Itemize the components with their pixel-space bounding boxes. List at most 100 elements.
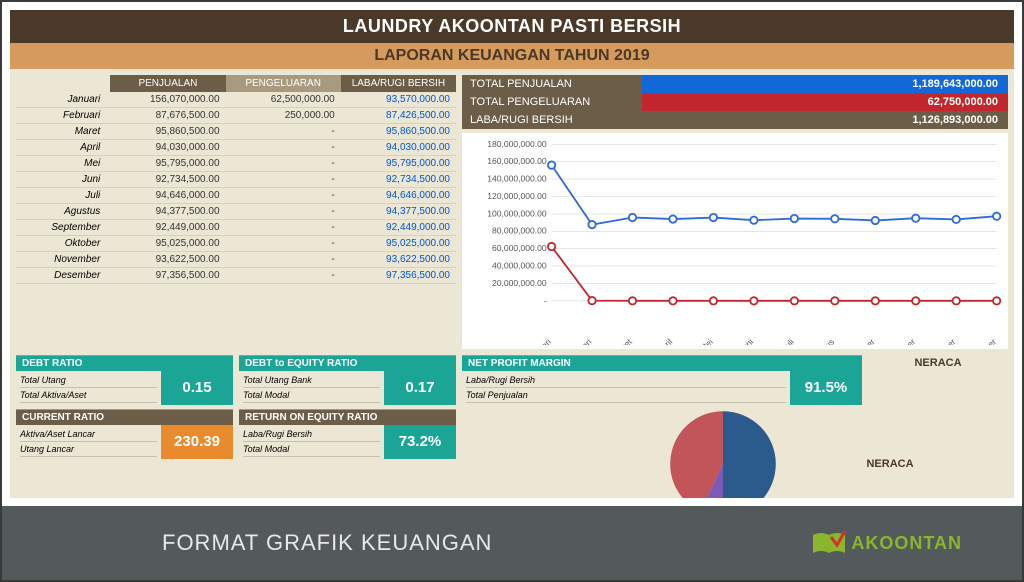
- table-row: Desember 97,356,500.00 - 97,356,500.00: [16, 268, 456, 284]
- ratio-label: Total Utang: [20, 373, 157, 388]
- svg-text:-: -: [544, 295, 547, 305]
- profit-cell: 95,025,000.00: [341, 236, 456, 252]
- svg-text:20,000,000.00: 20,000,000.00: [492, 278, 547, 288]
- table-header[interactable]: PENJUALAN: [110, 75, 225, 92]
- profit-cell: 93,622,500.00: [341, 252, 456, 268]
- table-row: November 93,622,500.00 - 93,622,500.00: [16, 252, 456, 268]
- expense-cell: -: [226, 124, 341, 140]
- month-label: Agustus: [16, 204, 110, 220]
- table-row: Maret 95,860,500.00 - 95,860,500.00: [16, 124, 456, 140]
- month-label: April: [16, 140, 110, 156]
- profit-cell: 93,570,000.00: [341, 92, 456, 108]
- profit-cell: 92,734,500.00: [341, 172, 456, 188]
- summary-row: TOTAL PENJUALAN 1,189,643,000.00: [462, 75, 1008, 93]
- ratio-title: DEBT RATIO: [16, 356, 233, 371]
- ratio-title: NET PROFIT MARGIN: [462, 356, 862, 371]
- logo-text: AKOONTAN: [851, 533, 962, 554]
- month-label: Oktober: [16, 236, 110, 252]
- svg-text:60,000,000.00: 60,000,000.00: [492, 243, 547, 253]
- pie-chart: [668, 409, 778, 498]
- ratio-card: DEBT RATIO Total UtangTotal Aktiva/Aset …: [16, 355, 233, 405]
- sales-cell: 95,860,500.00: [110, 124, 225, 140]
- sales-cell: 94,377,500.00: [110, 204, 225, 220]
- month-label: September: [16, 220, 110, 236]
- ratio-label: Laba/Rugi Bersih: [243, 427, 380, 442]
- svg-text:Januari: Januari: [526, 337, 553, 345]
- summary-label: TOTAL PENJUALAN: [462, 75, 642, 93]
- summary-value: 1,189,643,000.00: [642, 75, 1008, 93]
- svg-text:160,000,000.00: 160,000,000.00: [487, 156, 547, 166]
- ratio-value: 73.2%: [384, 425, 456, 459]
- svg-text:Desember: Desember: [963, 337, 998, 345]
- table-row: September 92,449,000.00 - 92,449,000.00: [16, 220, 456, 236]
- neraca-title: NERACA: [825, 458, 955, 470]
- month-label: Februari: [16, 108, 110, 124]
- sales-cell: 94,646,000.00: [110, 188, 225, 204]
- table-row: April 94,030,000.00 - 94,030,000.00: [16, 140, 456, 156]
- sales-cell: 92,734,500.00: [110, 172, 225, 188]
- ratio-label: Aktiva/Aset Lancar: [20, 427, 157, 442]
- ratio-label: Utang Lancar: [20, 442, 157, 457]
- ratio-label: Total Utang Bank: [243, 373, 380, 388]
- expense-cell: 62,500,000.00: [226, 92, 341, 108]
- month-label: Januari: [16, 92, 110, 108]
- profit-cell: 94,377,500.00: [341, 204, 456, 220]
- neraca-heading: NERACA: [868, 355, 1008, 405]
- ratio-card: DEBT to EQUITY RATIO Total Utang BankTot…: [239, 355, 456, 405]
- svg-text:Maret: Maret: [611, 336, 634, 345]
- svg-text:April: April: [655, 337, 674, 345]
- svg-text:80,000,000.00: 80,000,000.00: [492, 226, 547, 236]
- ratio-label: Total Modal: [243, 388, 380, 403]
- profit-cell: 97,356,500.00: [341, 268, 456, 284]
- expense-cell: -: [226, 220, 341, 236]
- svg-text:November: November: [923, 337, 958, 345]
- svg-text:Juni: Juni: [737, 337, 755, 345]
- ratio-title: DEBT to EQUITY RATIO: [239, 356, 456, 371]
- summary-label: TOTAL PENGELUARAN: [462, 93, 642, 111]
- monthly-table: PENJUALANPENGELUARANLABA/RUGI BERSIH Jan…: [16, 75, 456, 284]
- table-header[interactable]: LABA/RUGI BERSIH: [341, 75, 456, 92]
- profit-cell: 87,426,500.00: [341, 108, 456, 124]
- book-check-icon: [811, 529, 847, 557]
- expense-cell: -: [226, 140, 341, 156]
- svg-text:40,000,000.00: 40,000,000.00: [492, 261, 547, 271]
- expense-cell: -: [226, 156, 341, 172]
- expense-cell: 250,000.00: [226, 108, 341, 124]
- table-row: Agustus 94,377,500.00 - 94,377,500.00: [16, 204, 456, 220]
- expense-cell: -: [226, 188, 341, 204]
- sales-cell: 97,356,500.00: [110, 268, 225, 284]
- expense-cell: -: [226, 252, 341, 268]
- page-subtitle: LAPORAN KEUANGAN TAHUN 2019: [10, 43, 1014, 69]
- month-label: Mei: [16, 156, 110, 172]
- ratio-value: 230.39: [161, 425, 233, 459]
- summary-value: 62,750,000.00: [642, 93, 1008, 111]
- summary-row: LABA/RUGI BERSIH 1,126,893,000.00: [462, 111, 1008, 129]
- month-label: November: [16, 252, 110, 268]
- ratio-label: Laba/Rugi Bersih: [466, 373, 786, 388]
- svg-text:September: September: [840, 337, 877, 345]
- svg-text:Juli: Juli: [780, 337, 796, 345]
- month-label: Juni: [16, 172, 110, 188]
- footer-title: FORMAT GRAFIK KEUANGAN: [162, 530, 492, 556]
- table-row: Juni 92,734,500.00 - 92,734,500.00: [16, 172, 456, 188]
- sales-cell: 94,030,000.00: [110, 140, 225, 156]
- expense-cell: -: [226, 172, 341, 188]
- summary-row: TOTAL PENGELUARAN 62,750,000.00: [462, 93, 1008, 111]
- ratio-title: CURRENT RATIO: [16, 410, 233, 425]
- table-row: Oktober 95,025,000.00 - 95,025,000.00: [16, 236, 456, 252]
- logo: AKOONTAN: [811, 529, 962, 557]
- sales-cell: 93,622,500.00: [110, 252, 225, 268]
- month-label: Desember: [16, 268, 110, 284]
- table-header[interactable]: PENGELUARAN: [226, 75, 341, 92]
- sales-cell: 87,676,500.00: [110, 108, 225, 124]
- svg-text:Oktober: Oktober: [889, 337, 918, 345]
- ratio-value: 91.5%: [790, 371, 862, 405]
- summary-block: TOTAL PENJUALAN 1,189,643,000.00 TOTAL P…: [462, 75, 1008, 129]
- expense-cell: -: [226, 268, 341, 284]
- svg-text:140,000,000.00: 140,000,000.00: [487, 174, 547, 184]
- line-chart: - 20,000,000.00 40,000,000.00 60,000,000.00…: [462, 133, 1008, 349]
- profit-cell: 94,030,000.00: [341, 140, 456, 156]
- ratio-card: NET PROFIT MARGIN Laba/Rugi BersihTotal …: [462, 355, 862, 405]
- ratio-value: 0.17: [384, 371, 456, 405]
- sales-cell: 95,795,000.00: [110, 156, 225, 172]
